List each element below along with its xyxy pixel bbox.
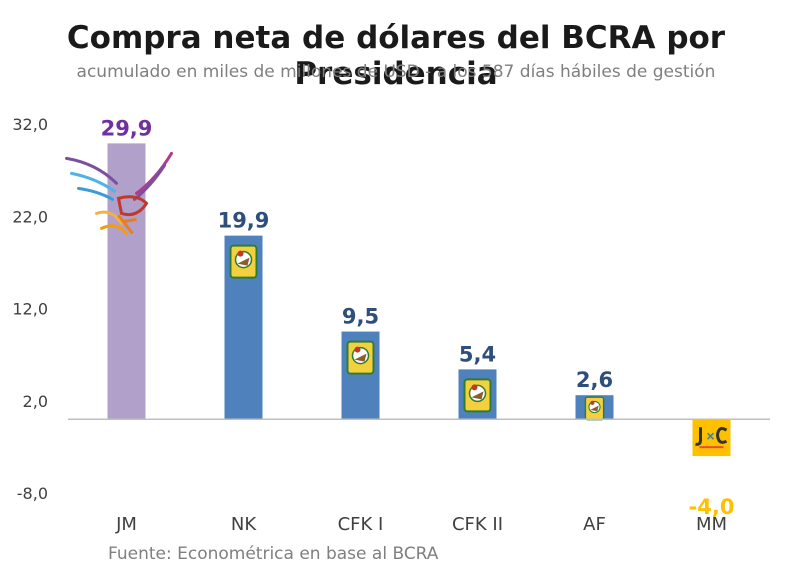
x-tick-label: CFK II <box>452 514 503 535</box>
data-label: 2,6 <box>576 368 613 392</box>
party-shield-icon <box>229 244 258 279</box>
chart-title: Compra neta de dólares del BCRA por Pres… <box>66 20 726 92</box>
data-label: 29,9 <box>101 116 153 140</box>
data-label: 9,5 <box>342 305 379 329</box>
chart-subtitle: acumulado en miles de millones de USD - … <box>76 62 716 82</box>
x-tick-label: JM <box>115 514 137 535</box>
bar <box>107 143 146 420</box>
party-shield-icon <box>584 396 605 421</box>
x-tick-label: NK <box>231 514 257 535</box>
jxc-logo-icon <box>693 421 730 452</box>
data-label: 19,9 <box>218 209 270 233</box>
y-tick-label: 22,0 <box>12 207 48 226</box>
source-note: Fuente: Econométrica en base al BCRA <box>108 544 439 564</box>
bird-logo-icon <box>65 151 173 235</box>
y-tick-label: 32,0 <box>12 115 48 134</box>
x-tick-label: MM <box>696 514 727 535</box>
x-tick-label: CFK I <box>338 514 384 535</box>
x-tick-label: AF <box>583 514 606 535</box>
data-label: 5,4 <box>459 342 496 366</box>
y-tick-label: 2,0 <box>23 392 48 411</box>
y-tick-label: 12,0 <box>12 300 48 319</box>
y-tick-label: -8,0 <box>17 484 48 503</box>
data-label: -4,0 <box>689 495 735 519</box>
party-shield-icon <box>463 378 492 413</box>
party-shield-icon <box>346 340 375 375</box>
